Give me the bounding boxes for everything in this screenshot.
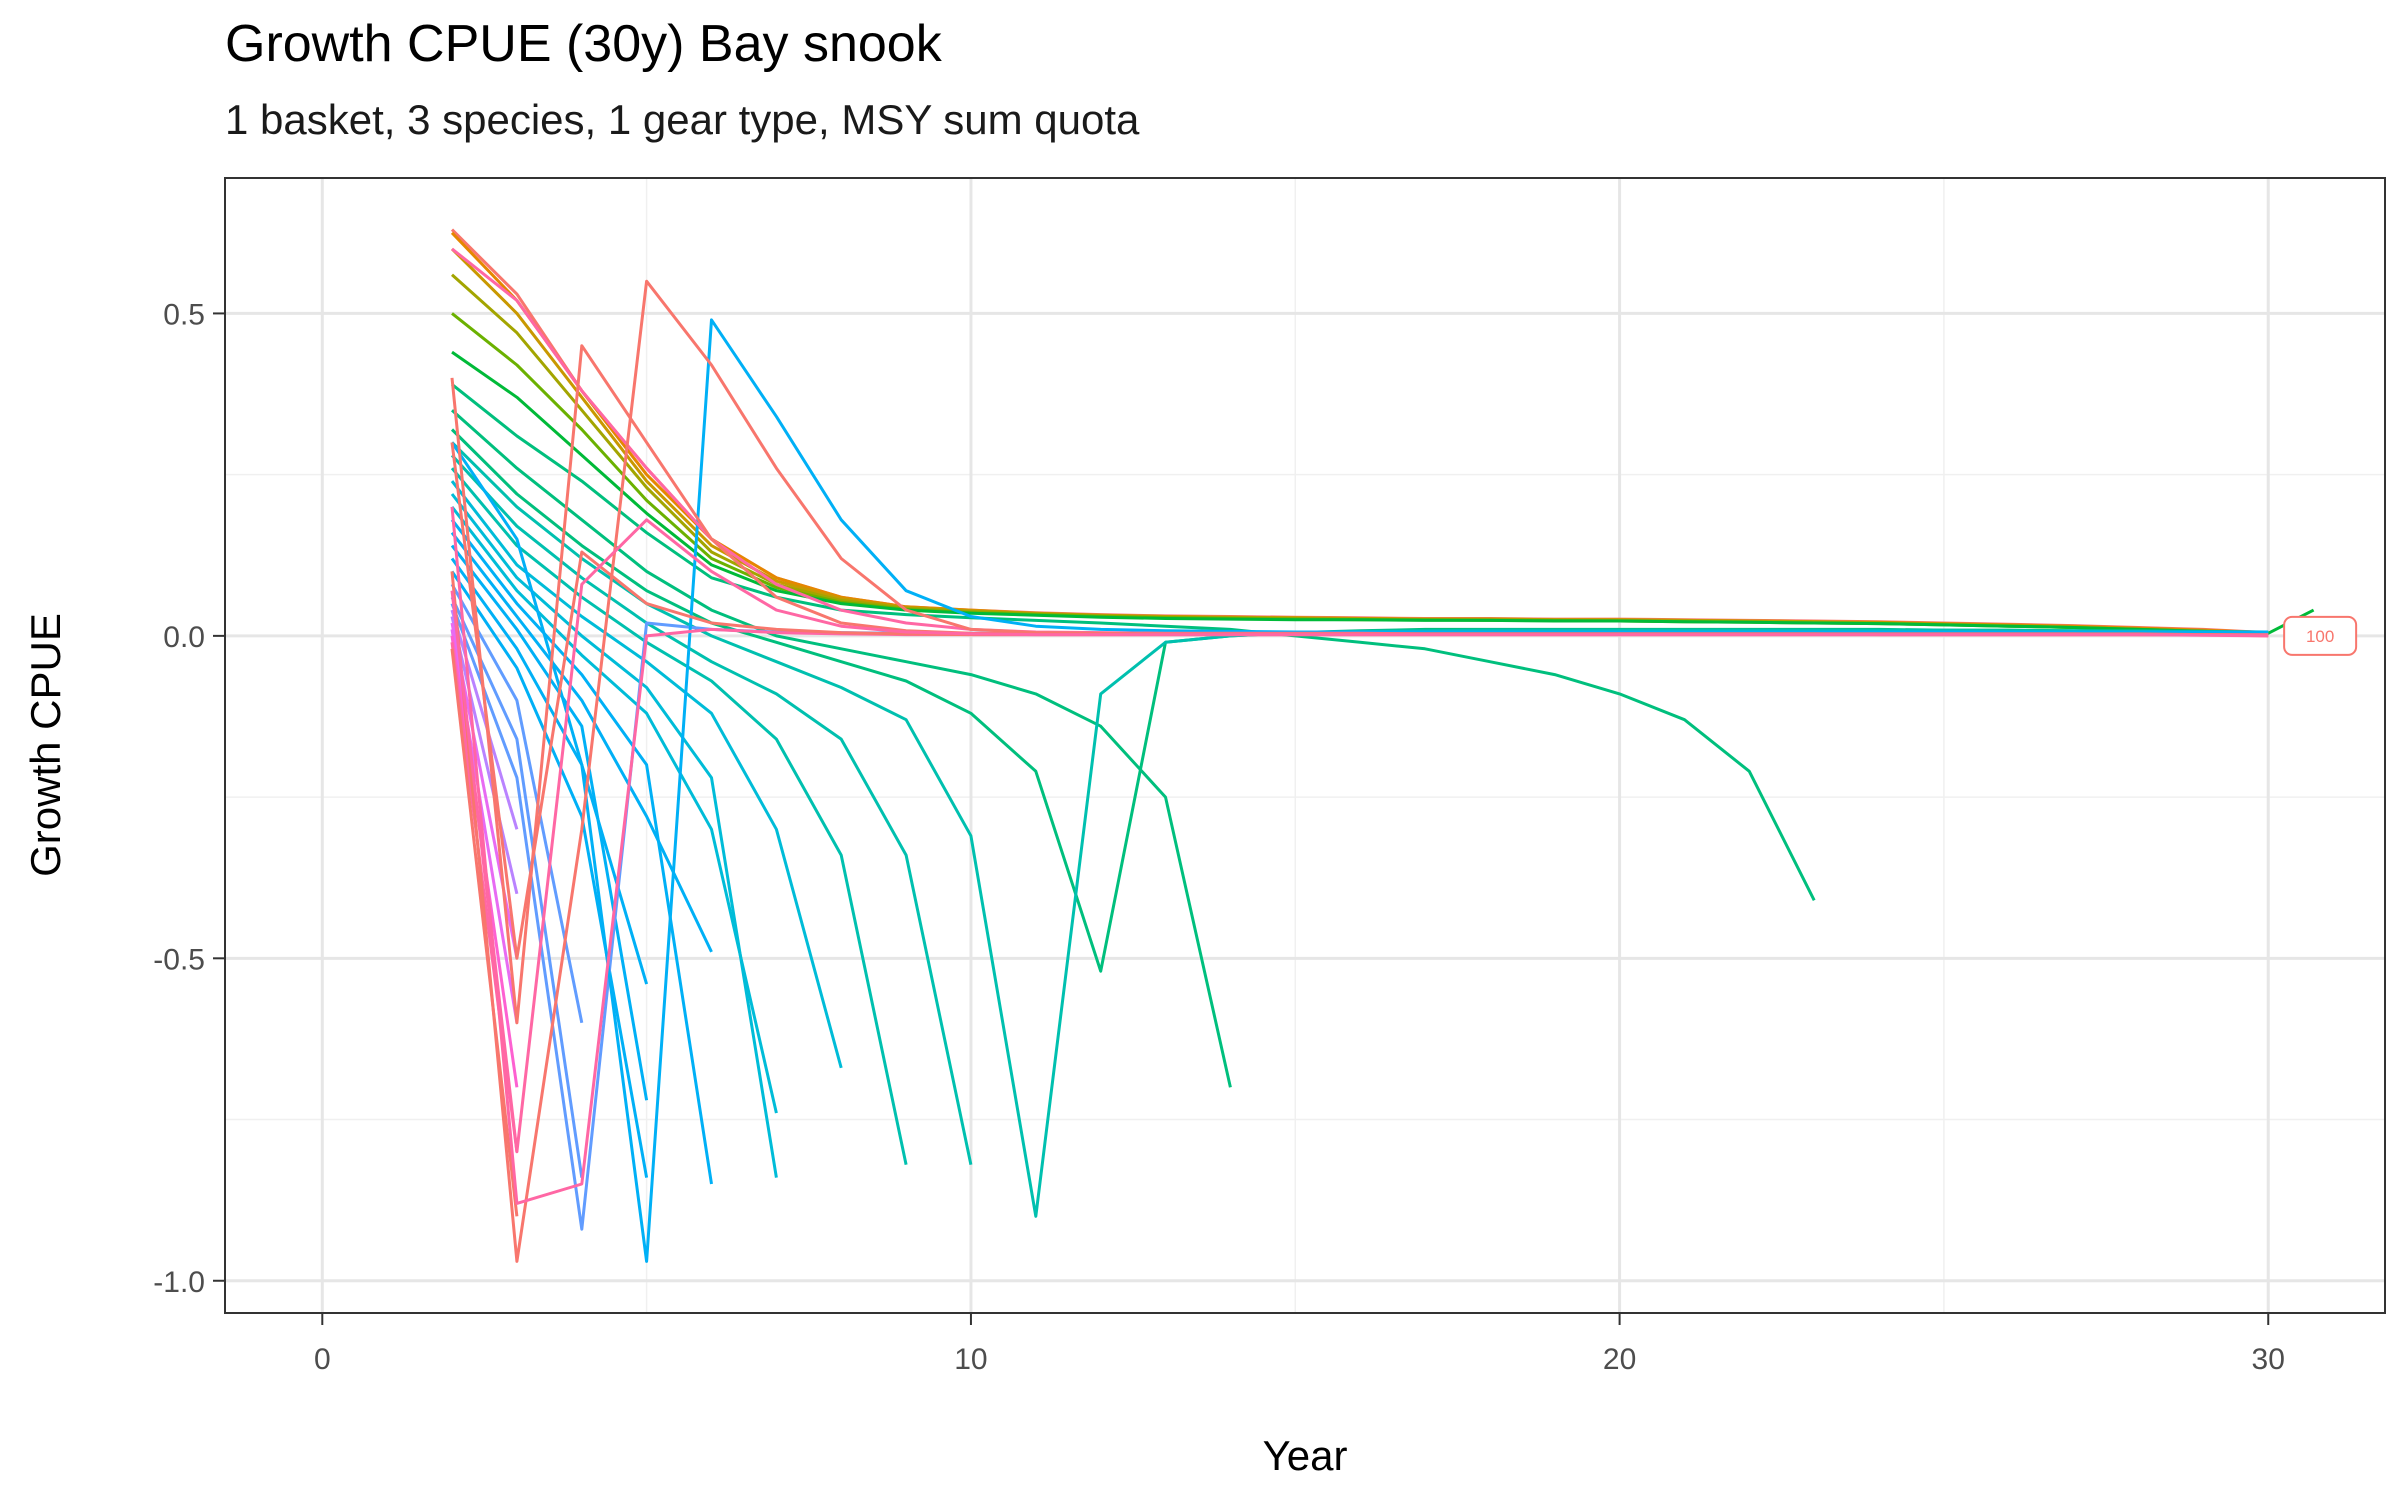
y-axis-title: Growth CPUE <box>22 613 69 877</box>
series-line <box>450 609 519 830</box>
chart-subtitle: 1 basket, 3 species, 1 gear type, MSY su… <box>225 96 1140 143</box>
series-line <box>450 518 2269 1154</box>
x-tick-label: 20 <box>1603 1343 1636 1376</box>
chart-title: Growth CPUE (30y) Bay snook <box>225 15 942 73</box>
series-lines <box>450 228 2315 1263</box>
series-line <box>450 570 649 1178</box>
series-line <box>450 557 649 985</box>
series-line <box>450 505 778 1114</box>
x-axis: 0 10 20 30 <box>314 1313 2285 1376</box>
end-label-box <box>2283 615 2358 656</box>
plot-panel <box>225 178 2385 1313</box>
y-tick-label: 0.0 <box>163 621 205 654</box>
series-line <box>450 616 519 895</box>
x-axis-title: Year <box>1263 1432 1348 1479</box>
end-label-text: 100 <box>2306 627 2334 646</box>
series-line <box>451 409 1232 1088</box>
series-line <box>450 518 713 1185</box>
series-line <box>450 596 584 1178</box>
x-tick-label: 30 <box>2252 1343 2285 1376</box>
x-tick-label: 10 <box>954 1343 987 1376</box>
series-line <box>450 493 778 1178</box>
y-tick-label: 0.5 <box>163 298 205 331</box>
series-line <box>450 467 908 1166</box>
major-gridlines <box>225 178 2385 1313</box>
y-axis: -1.0 -0.5 0.0 0.5 <box>153 298 225 1299</box>
x-tick-label: 0 <box>314 1343 331 1376</box>
series-line <box>450 480 843 1069</box>
plot-border <box>224 177 2386 1314</box>
series-line <box>450 531 713 953</box>
y-tick-label: -1.0 <box>153 1266 205 1299</box>
series-line <box>450 454 973 1166</box>
end-label: 100 <box>2283 615 2358 656</box>
series-line <box>451 383 1816 901</box>
y-tick-label: -0.5 <box>153 943 205 976</box>
series-line <box>450 648 519 1217</box>
